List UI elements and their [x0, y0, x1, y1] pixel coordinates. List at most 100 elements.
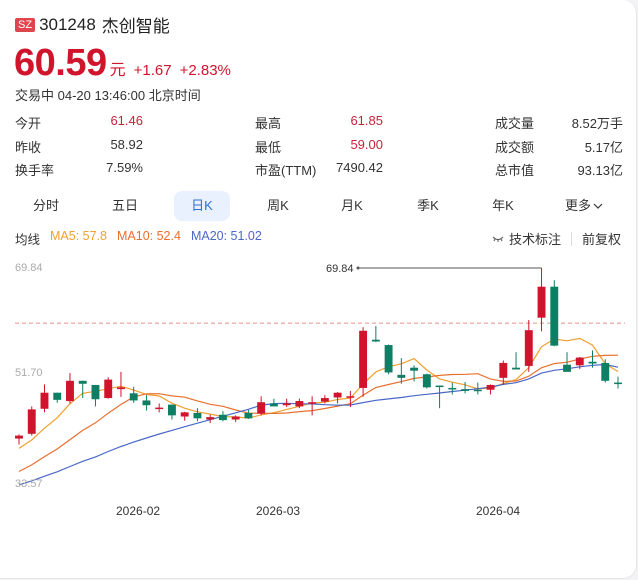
candle-body — [320, 398, 329, 402]
x-axis-label-feb: 2026-02 — [116, 504, 161, 518]
candle-body — [371, 339, 380, 342]
y-axis-mid: 51.70 — [15, 367, 43, 379]
kline-chart[interactable]: 69.84 69.84 51.70 33.57 2026-02 2026-03 … — [0, 250, 638, 535]
candle-body — [78, 380, 87, 384]
tab-quarterly-k[interactable]: 季K — [417, 198, 439, 213]
candle-body — [486, 384, 495, 390]
candle-body — [142, 400, 151, 406]
tab-daily-k[interactable]: 日K — [174, 191, 230, 221]
ma20-value: MA20: 51.02 — [190, 229, 262, 243]
max-annotation-label: 69.84 — [326, 263, 354, 275]
chart-tools: 技术标注 前复权 — [492, 229, 621, 248]
candle-body — [308, 402, 317, 404]
stat-value: 61.46 — [110, 113, 143, 128]
indicator-label: 技术标注 — [508, 232, 561, 247]
candle-body — [588, 361, 597, 364]
tab-more-label: 更多 — [564, 198, 591, 213]
stat-label: 成交量 — [495, 116, 535, 131]
candle-body — [473, 389, 482, 392]
ma10-line — [18, 354, 619, 473]
tab-yearly-k[interactable]: 年K — [492, 198, 514, 213]
candle-body — [346, 396, 355, 398]
candle-body — [218, 414, 227, 421]
candle-body — [91, 384, 100, 400]
candle-body — [104, 379, 113, 399]
candle-body — [537, 286, 546, 318]
stat-value: 59.00 — [350, 137, 383, 152]
candle-body — [295, 401, 304, 407]
price-change-pct: +2.83% — [179, 62, 231, 79]
y-axis-max: 69.84 — [15, 262, 43, 274]
candle-body — [53, 392, 62, 400]
x-axis-label-mar: 2026-03 — [256, 504, 301, 518]
candle-body — [575, 357, 584, 366]
adjust-button[interactable]: 前复权 — [581, 232, 621, 247]
stat-label: 成交额 — [495, 140, 535, 155]
stat-value: 7490.42 — [336, 160, 383, 175]
stat-value: 61.85 — [350, 113, 383, 128]
candle-body — [167, 404, 176, 416]
candlestick-chart: 69.84 — [15, 263, 625, 486]
stock-name: 杰创智能 — [101, 17, 170, 36]
divider — [570, 231, 572, 246]
stat-value: 7.59% — [106, 160, 143, 175]
candle-body — [448, 387, 457, 390]
stat-label: 市盈(TTM) — [255, 163, 317, 178]
candle-body — [269, 403, 278, 407]
candle-body — [155, 407, 164, 410]
candle-body — [422, 374, 431, 388]
stock-title: SZ 301248 杰创智能 — [15, 12, 170, 37]
candle-body — [129, 393, 138, 401]
current-price: 60.59 — [14, 42, 107, 84]
chevron-down-icon — [593, 203, 603, 209]
period-tabs: 分时 五日 日K 周K 月K 季K 年K 更多 — [0, 191, 638, 221]
ma5-value: MA5: 57.8 — [50, 229, 107, 243]
candle-body — [333, 392, 342, 398]
candle-body — [282, 403, 291, 406]
candle-body — [244, 412, 253, 419]
candle-body — [257, 402, 266, 414]
tab-five-day[interactable]: 五日 — [111, 198, 138, 213]
ma-legend: 均线 MA5: 57.8 MA10: 52.4 MA20: 51.02 — [15, 229, 262, 248]
candle-body — [601, 362, 610, 381]
candle-body — [563, 364, 571, 372]
trading-status: 交易中 04-20 13:46:00 北京时间 — [15, 88, 201, 103]
candle-body — [206, 417, 215, 420]
stat-label: 最低 — [255, 140, 282, 155]
stock-code: 301248 — [39, 14, 96, 34]
stat-value: 93.13亿 — [577, 163, 623, 178]
candle-body — [550, 286, 559, 346]
ma10-value: MA10: 52.4 — [117, 229, 181, 243]
max-annotation-dot — [356, 266, 360, 270]
candle-body — [435, 385, 444, 388]
tab-weekly-k[interactable]: 周K — [267, 198, 289, 213]
price-row: 60.59 元 +1.67 +2.83% — [14, 42, 231, 85]
stat-value: 58.92 — [110, 137, 143, 152]
candle-body — [512, 367, 520, 370]
stat-label: 最高 — [255, 116, 282, 131]
indicator-toggle[interactable]: 技术标注 — [492, 229, 561, 248]
stat-label: 昨收 — [15, 140, 42, 155]
stat-label: 换手率 — [15, 163, 55, 178]
candle-body — [40, 392, 49, 409]
candle-body — [66, 380, 74, 402]
eye-closed-icon — [492, 236, 504, 242]
tab-monthly-k[interactable]: 月K — [341, 198, 363, 213]
ma-legend-label: 均线 — [15, 233, 41, 247]
exchange-badge: SZ — [15, 17, 36, 32]
tab-more[interactable]: 更多 — [556, 191, 612, 221]
y-axis-min: 33.57 — [15, 478, 43, 490]
candle-body — [15, 435, 23, 439]
ma20-line — [18, 363, 619, 486]
candle-body — [27, 409, 36, 434]
stat-label: 总市值 — [495, 163, 535, 178]
candle-body — [499, 362, 508, 378]
candle-body — [397, 374, 406, 378]
candle-body — [614, 382, 622, 385]
stat-value: 8.52万手 — [571, 116, 623, 131]
stat-label: 今开 — [15, 116, 42, 131]
tab-intraday[interactable]: 分时 — [32, 198, 59, 213]
candle-body — [461, 389, 470, 391]
candle-body — [384, 345, 393, 373]
